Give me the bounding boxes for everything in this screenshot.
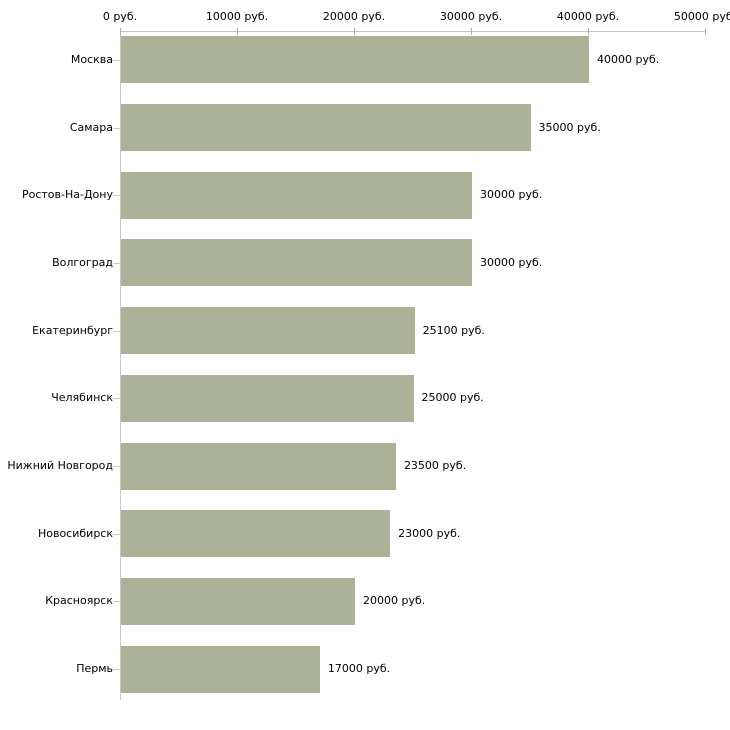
value-label: 30000 руб.: [480, 255, 543, 269]
x-axis-tick-label: 10000 руб.: [205, 10, 269, 23]
bar-9: [121, 577, 355, 625]
category-label: Москва: [70, 52, 113, 66]
bar-10: [121, 645, 320, 693]
x-axis-tick-label: 0 руб.: [102, 10, 138, 23]
category-tick-mark: [113, 669, 120, 670]
category-label: Челябинск: [51, 391, 113, 405]
category-tick-mark: [113, 398, 120, 399]
value-label: 23500 руб.: [403, 459, 467, 472]
value-label: 25000 руб.: [421, 391, 484, 405]
category-label: Ростов-На-Дону: [21, 188, 113, 202]
value-label: 25100 руб.: [422, 323, 485, 337]
category-label: Красноярск: [45, 594, 113, 608]
value-label: 23000 руб.: [398, 526, 461, 540]
category-tick-mark: [113, 128, 120, 129]
bar-1: [121, 36, 589, 84]
category-tick-mark: [113, 60, 120, 61]
x-axis-tick-mark: [705, 28, 706, 35]
category-tick-mark: [113, 601, 120, 602]
bar-5: [121, 307, 415, 355]
x-axis-tick-label: 20000 руб.: [322, 10, 386, 23]
x-axis-tick-mark: [471, 28, 472, 35]
category-label: Новосибирск: [37, 526, 113, 540]
category-label: Екатеринбург: [32, 323, 113, 337]
category-label: Пермь: [76, 662, 113, 676]
category-tick-mark: [113, 263, 120, 264]
category-tick-mark: [113, 466, 120, 467]
bar-4: [121, 239, 472, 287]
value-label: 35000 руб.: [538, 120, 601, 134]
bar-7: [121, 442, 396, 490]
x-axis-tick-label: 40000 руб.: [556, 10, 620, 23]
category-tick-mark: [113, 331, 120, 332]
category-label: Нижний Новгород: [7, 459, 113, 472]
x-axis-tick-mark: [354, 28, 355, 35]
value-label: 30000 руб.: [480, 188, 543, 202]
value-label: 40000 руб.: [597, 52, 660, 66]
value-label: 17000 руб.: [327, 662, 391, 676]
x-axis-tick-mark: [588, 28, 589, 35]
category-label: Волгоград: [52, 255, 113, 269]
x-axis-tick-label: 50000 руб.: [673, 10, 730, 23]
y-axis-line: [120, 31, 121, 700]
category-label: Самара: [69, 120, 113, 134]
value-label: 20000 руб.: [363, 594, 426, 608]
x-axis-tick-mark: [120, 28, 121, 35]
x-axis-tick-label: 30000 руб.: [439, 10, 503, 23]
x-axis-line: [120, 31, 706, 32]
category-tick-mark: [113, 195, 120, 196]
x-axis-tick-mark: [237, 28, 238, 35]
bar-3: [121, 171, 472, 219]
bar-2: [121, 104, 531, 151]
category-tick-mark: [113, 534, 120, 535]
bar-6: [121, 374, 414, 422]
bar-8: [121, 510, 391, 558]
